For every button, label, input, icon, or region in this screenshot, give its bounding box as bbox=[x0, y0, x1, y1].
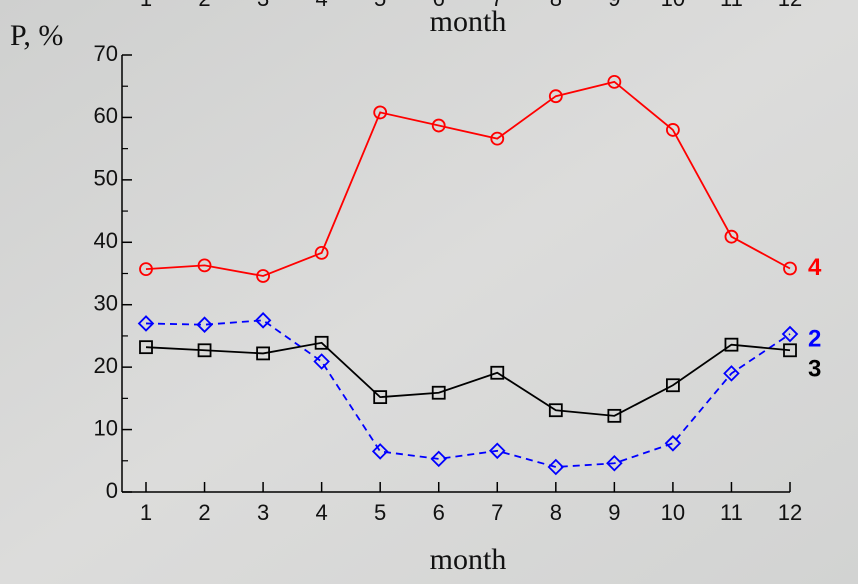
point bbox=[431, 385, 446, 400]
x-tick-label: 3 bbox=[257, 500, 269, 525]
x-tick-label: 6 bbox=[433, 500, 445, 525]
series-label: 2 bbox=[808, 325, 821, 352]
y-tick-label: 70 bbox=[94, 41, 118, 66]
x-tick-label: 10 bbox=[661, 500, 685, 525]
y-axis-label: P, % bbox=[10, 19, 63, 52]
y-tick-label: 30 bbox=[94, 291, 118, 316]
point bbox=[548, 89, 563, 104]
top-tick-label: 4 bbox=[316, 0, 328, 11]
point bbox=[139, 262, 153, 277]
top-tick-label: 8 bbox=[550, 0, 562, 11]
point bbox=[606, 455, 623, 472]
x-tick-label: 4 bbox=[316, 500, 328, 525]
y-tick-label: 0 bbox=[106, 478, 118, 503]
y-tick-label: 50 bbox=[94, 166, 118, 191]
y-tick-label: 40 bbox=[94, 228, 118, 253]
x-tick-label: 8 bbox=[550, 500, 562, 525]
series-label: 3 bbox=[808, 356, 821, 383]
top-tick-label: 2 bbox=[198, 0, 210, 11]
series-line bbox=[145, 319, 791, 468]
top-tick-label: 1 bbox=[140, 0, 152, 11]
top-tick-label: 6 bbox=[433, 0, 445, 11]
point bbox=[724, 337, 739, 352]
point bbox=[373, 390, 388, 405]
point bbox=[197, 343, 212, 358]
top-tick-label: 5 bbox=[374, 0, 386, 11]
top-tick-label: 3 bbox=[257, 0, 269, 11]
point bbox=[197, 258, 212, 273]
x-tick-label: 2 bbox=[198, 500, 210, 525]
point bbox=[137, 315, 155, 332]
point bbox=[314, 245, 329, 260]
x-tick-label: 1 bbox=[140, 500, 152, 525]
point bbox=[314, 335, 329, 350]
y-tick-label: 60 bbox=[94, 103, 118, 128]
point bbox=[724, 229, 739, 244]
point bbox=[430, 450, 448, 468]
x-tick-label: 7 bbox=[491, 500, 503, 525]
point bbox=[488, 442, 506, 460]
point bbox=[139, 340, 153, 355]
y-tick-label: 20 bbox=[94, 353, 118, 378]
x-tick-label: 12 bbox=[778, 500, 802, 525]
x-axis-label: month bbox=[430, 543, 507, 576]
top-tick-label: 7 bbox=[491, 0, 503, 11]
point bbox=[781, 325, 799, 343]
point bbox=[431, 118, 446, 133]
top-tick-label: 10 bbox=[661, 0, 685, 11]
point bbox=[664, 435, 682, 452]
point bbox=[373, 105, 388, 120]
point bbox=[666, 123, 680, 137]
y-tick-label: 10 bbox=[94, 415, 118, 440]
x-tick-label: 9 bbox=[608, 500, 620, 525]
point bbox=[254, 312, 272, 329]
point bbox=[548, 403, 563, 418]
x-tick-label: 5 bbox=[374, 500, 386, 525]
x-tick-label: 11 bbox=[720, 500, 743, 525]
point bbox=[490, 365, 505, 380]
point bbox=[723, 365, 740, 382]
point bbox=[256, 346, 270, 361]
top-caption: month bbox=[430, 5, 507, 38]
series-line bbox=[145, 341, 791, 417]
point bbox=[783, 343, 797, 358]
top-tick-label: 9 bbox=[608, 0, 620, 11]
top-tick-label: 11 bbox=[720, 0, 743, 11]
point bbox=[783, 261, 797, 276]
point bbox=[490, 131, 505, 146]
point bbox=[196, 316, 213, 333]
point bbox=[607, 408, 622, 423]
top-tick-label: 12 bbox=[778, 0, 802, 11]
point bbox=[547, 458, 565, 476]
point bbox=[256, 269, 270, 283]
point bbox=[666, 378, 680, 393]
point bbox=[607, 74, 622, 89]
point bbox=[371, 443, 389, 460]
series-label: 4 bbox=[808, 254, 822, 281]
point bbox=[313, 353, 330, 370]
series-line bbox=[145, 80, 791, 277]
